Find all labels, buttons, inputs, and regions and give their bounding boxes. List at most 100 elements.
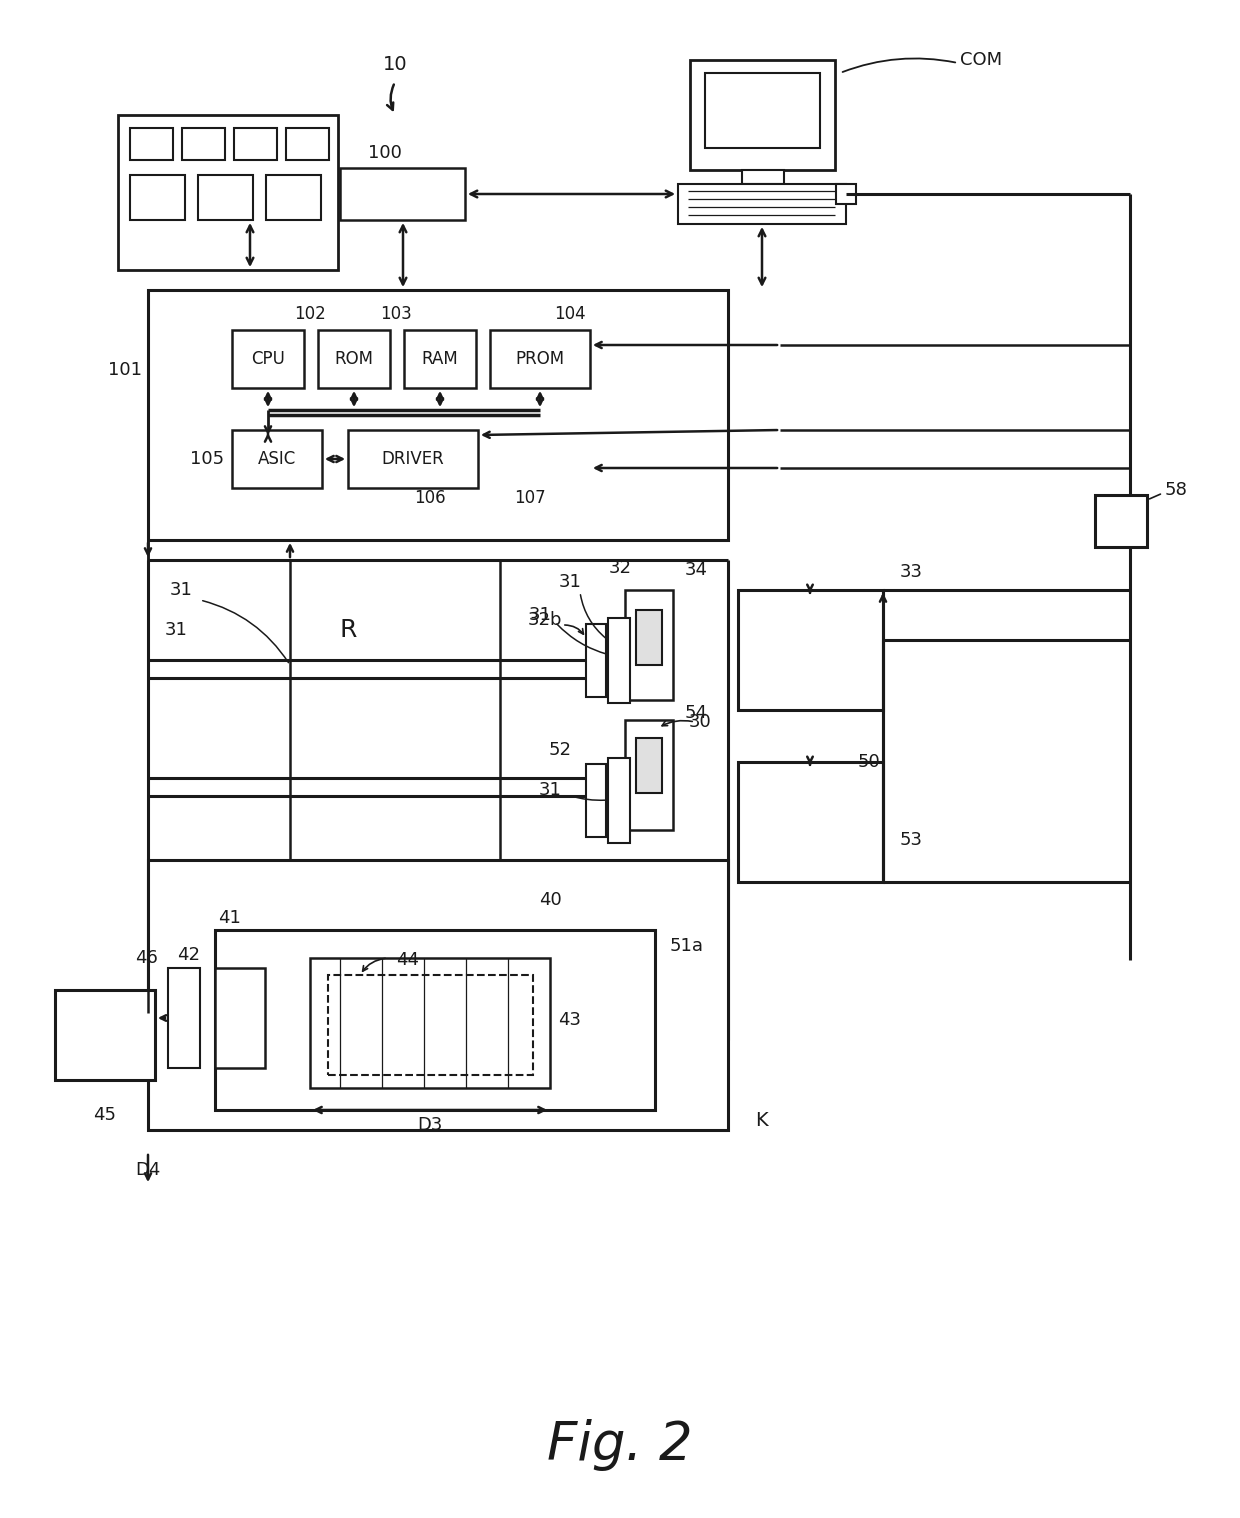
Text: 32b: 32b bbox=[527, 612, 562, 628]
Text: 52: 52 bbox=[549, 741, 572, 759]
Bar bbox=[608, 780, 630, 789]
Bar bbox=[608, 662, 630, 671]
Bar bbox=[587, 829, 606, 836]
Bar bbox=[587, 636, 606, 645]
Bar bbox=[608, 630, 630, 639]
Bar bbox=[608, 757, 630, 842]
Text: ROM: ROM bbox=[335, 351, 373, 367]
Text: DRIVER: DRIVER bbox=[382, 449, 444, 468]
Text: 44: 44 bbox=[397, 950, 419, 968]
Text: 31: 31 bbox=[539, 780, 562, 798]
Bar bbox=[587, 668, 606, 676]
Bar bbox=[198, 175, 253, 220]
Bar bbox=[340, 168, 465, 220]
Bar bbox=[320, 973, 650, 991]
Bar bbox=[182, 128, 224, 159]
Bar bbox=[232, 430, 322, 487]
Text: 107: 107 bbox=[515, 489, 546, 507]
Text: 41: 41 bbox=[218, 909, 241, 927]
Bar bbox=[167, 994, 200, 1005]
Bar bbox=[130, 175, 185, 220]
Bar bbox=[167, 982, 200, 993]
Text: 102: 102 bbox=[294, 305, 326, 323]
Text: 31: 31 bbox=[528, 606, 552, 624]
Bar bbox=[130, 128, 174, 159]
Bar bbox=[320, 946, 650, 962]
Bar bbox=[587, 625, 606, 635]
Text: 42: 42 bbox=[177, 946, 200, 964]
Text: D3: D3 bbox=[418, 1116, 443, 1134]
Bar bbox=[608, 823, 630, 832]
Text: 31: 31 bbox=[170, 581, 193, 600]
Bar bbox=[148, 290, 728, 540]
Bar bbox=[608, 694, 630, 703]
Text: 101: 101 bbox=[108, 361, 143, 380]
Bar bbox=[587, 688, 606, 697]
Text: COM: COM bbox=[960, 52, 1002, 68]
Bar bbox=[167, 1020, 200, 1031]
Bar bbox=[348, 430, 477, 487]
Bar bbox=[587, 797, 606, 806]
Bar bbox=[490, 329, 590, 389]
Text: 31: 31 bbox=[165, 621, 188, 639]
Bar bbox=[608, 791, 630, 800]
Bar bbox=[625, 591, 673, 700]
Bar bbox=[118, 115, 339, 270]
Bar bbox=[310, 958, 551, 1088]
Bar bbox=[608, 833, 630, 842]
Text: 54: 54 bbox=[684, 704, 708, 723]
Text: ASIC: ASIC bbox=[258, 449, 296, 468]
Text: 34: 34 bbox=[684, 562, 708, 578]
Text: 104: 104 bbox=[554, 305, 585, 323]
Bar bbox=[317, 329, 391, 389]
Bar bbox=[608, 641, 630, 650]
Bar bbox=[689, 61, 835, 170]
Bar bbox=[738, 591, 883, 710]
Bar bbox=[234, 128, 277, 159]
Bar bbox=[608, 619, 630, 628]
Text: 106: 106 bbox=[414, 489, 446, 507]
Bar bbox=[608, 618, 630, 703]
Text: 30: 30 bbox=[688, 713, 712, 732]
Text: 50: 50 bbox=[857, 753, 880, 771]
Bar bbox=[215, 931, 655, 1110]
Bar bbox=[625, 720, 673, 830]
Bar bbox=[587, 765, 606, 774]
Bar bbox=[587, 776, 606, 785]
Bar bbox=[587, 818, 606, 827]
Text: 10: 10 bbox=[383, 56, 407, 74]
Bar bbox=[608, 672, 630, 682]
Bar bbox=[329, 975, 533, 1075]
Text: 58: 58 bbox=[1166, 481, 1188, 499]
Bar bbox=[215, 968, 265, 1069]
Text: 103: 103 bbox=[381, 305, 412, 323]
Bar bbox=[608, 812, 630, 821]
Bar bbox=[267, 175, 321, 220]
Bar bbox=[678, 184, 846, 225]
Text: 32: 32 bbox=[609, 559, 631, 577]
Bar bbox=[232, 329, 304, 389]
Text: 105: 105 bbox=[190, 449, 224, 468]
Bar bbox=[587, 764, 606, 836]
Bar bbox=[587, 808, 606, 817]
Bar bbox=[738, 762, 883, 882]
Bar bbox=[167, 1044, 200, 1055]
Bar bbox=[587, 677, 606, 686]
Bar bbox=[167, 970, 200, 981]
Bar bbox=[55, 990, 155, 1079]
Text: CPU: CPU bbox=[250, 351, 285, 367]
Text: PROM: PROM bbox=[516, 351, 564, 367]
Bar bbox=[636, 738, 662, 792]
Bar bbox=[286, 128, 329, 159]
Text: 43: 43 bbox=[558, 1011, 582, 1029]
Bar bbox=[608, 759, 630, 768]
Bar bbox=[404, 329, 476, 389]
Bar bbox=[608, 802, 630, 811]
Text: K: K bbox=[755, 1111, 768, 1129]
Bar bbox=[167, 1058, 200, 1069]
Text: 45: 45 bbox=[93, 1107, 117, 1123]
Text: 46: 46 bbox=[135, 949, 157, 967]
Text: D4: D4 bbox=[135, 1161, 161, 1179]
Text: 31: 31 bbox=[558, 572, 582, 591]
Bar bbox=[587, 657, 606, 666]
